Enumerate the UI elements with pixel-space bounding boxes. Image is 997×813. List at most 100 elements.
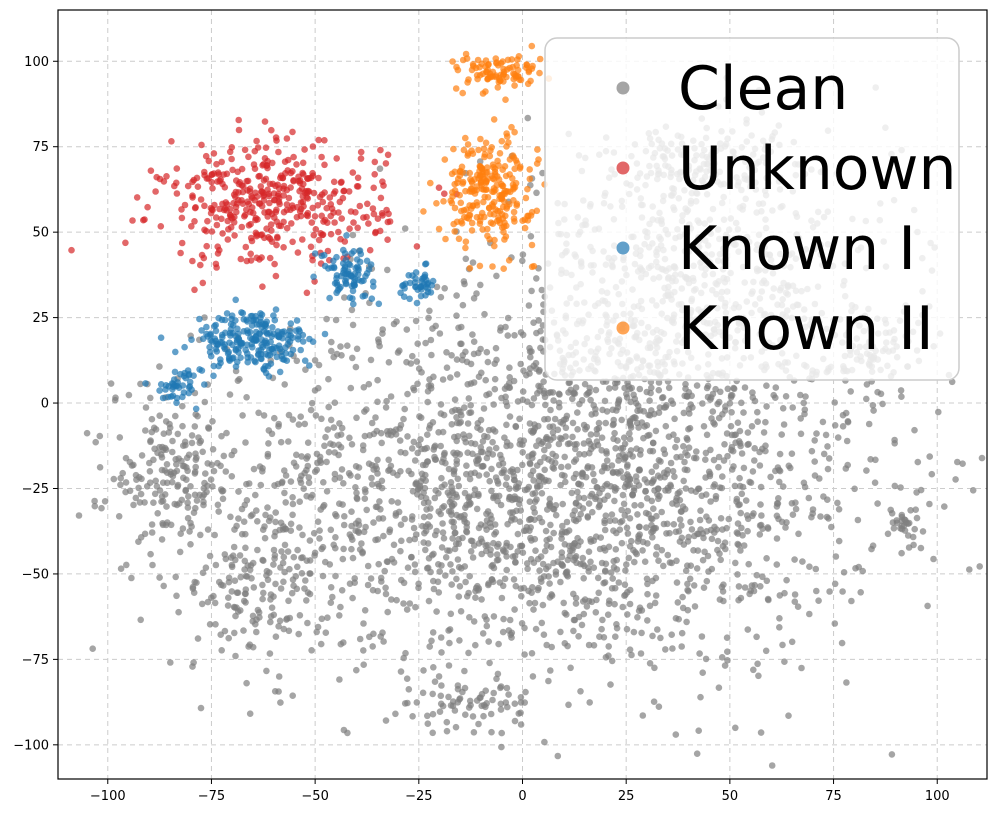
scatter-point: [511, 128, 518, 136]
scatter-point: [267, 613, 275, 620]
scatter-point: [652, 427, 660, 435]
scatter-point: [183, 454, 191, 462]
scatter-point: [290, 153, 297, 161]
scatter-point: [259, 595, 266, 603]
scatter-point: [283, 206, 291, 214]
scatter-point: [744, 515, 752, 523]
scatter-point: [728, 466, 736, 473]
scatter-point: [207, 352, 215, 360]
scatter-point: [230, 543, 238, 551]
scatter-point: [577, 510, 584, 518]
scatter-point: [227, 332, 234, 339]
scatter-point: [530, 477, 537, 484]
x-tick-label: −100: [90, 789, 126, 804]
scatter-point: [311, 250, 319, 257]
scatter-point: [543, 641, 550, 649]
scatter-point: [377, 146, 384, 154]
scatter-point: [207, 476, 215, 483]
scatter-point: [649, 534, 656, 541]
scatter-point: [636, 467, 643, 474]
scatter-point: [319, 572, 327, 580]
scatter-point: [424, 398, 432, 406]
scatter-point: [234, 325, 241, 333]
scatter-point: [272, 509, 280, 516]
scatter-point: [490, 613, 498, 620]
scatter-point: [283, 135, 291, 142]
scatter-point: [556, 434, 564, 442]
scatter-point: [169, 437, 176, 445]
scatter-point: [506, 364, 513, 372]
scatter-point: [325, 403, 333, 411]
scatter-point: [190, 509, 198, 516]
scatter-point: [192, 411, 199, 418]
scatter-point: [748, 423, 756, 430]
scatter-point: [185, 493, 192, 500]
scatter-point: [115, 513, 123, 520]
scatter-point: [483, 622, 491, 630]
scatter-point: [203, 175, 211, 182]
scatter-point: [257, 481, 265, 489]
scatter-point: [654, 626, 661, 633]
scatter-point: [309, 338, 317, 346]
scatter-point: [524, 114, 532, 122]
scatter-point: [447, 610, 455, 618]
scatter-point: [453, 312, 460, 320]
scatter-point: [587, 536, 594, 543]
scatter-point: [331, 280, 339, 287]
scatter-point: [435, 589, 443, 596]
scatter-point: [448, 199, 456, 207]
scatter-point: [350, 300, 357, 308]
scatter-point: [490, 188, 498, 195]
scatter-point: [917, 544, 925, 552]
scatter-point: [338, 215, 346, 222]
scatter-point: [171, 500, 178, 508]
scatter-point: [235, 515, 242, 522]
scatter-point: [377, 429, 385, 437]
scatter-point: [887, 506, 894, 514]
scatter-point: [648, 407, 655, 414]
scatter-point: [208, 171, 216, 178]
scatter-point: [545, 677, 552, 685]
scatter-point: [575, 480, 582, 488]
scatter-point: [673, 436, 681, 444]
scatter-point: [332, 572, 339, 580]
scatter-point: [413, 480, 420, 488]
scatter-point: [526, 344, 533, 352]
scatter-point: [475, 720, 482, 728]
scatter-point: [778, 518, 786, 526]
scatter-point: [627, 398, 634, 406]
scatter-point: [196, 315, 203, 323]
legend-marker: [616, 81, 630, 95]
scatter-point: [420, 667, 427, 674]
scatter-point: [600, 579, 607, 587]
scatter-point: [205, 424, 212, 431]
scatter-point: [353, 666, 360, 674]
scatter-point: [411, 457, 419, 464]
scatter-point: [877, 390, 885, 398]
scatter-point: [353, 256, 361, 263]
scatter-point: [259, 162, 266, 169]
scatter-point: [445, 465, 453, 473]
scatter-point: [156, 363, 163, 370]
scatter-point: [459, 89, 467, 97]
scatter-point: [644, 479, 651, 486]
scatter-point: [612, 379, 619, 387]
scatter-point: [242, 439, 249, 446]
scatter-point: [647, 389, 654, 397]
scatter-point: [693, 448, 700, 455]
scatter-point: [702, 491, 710, 498]
scatter-point: [772, 384, 780, 391]
scatter-point: [193, 497, 201, 504]
scatter-point: [412, 317, 420, 325]
scatter-point: [91, 502, 99, 510]
scatter-point: [334, 432, 341, 439]
scatter-point: [148, 529, 156, 536]
scatter-point: [260, 177, 268, 184]
scatter-point: [541, 738, 548, 746]
scatter-point: [173, 467, 181, 475]
scatter-point: [253, 321, 261, 328]
scatter-point: [966, 566, 973, 573]
scatter-point: [621, 440, 629, 448]
scatter-point: [519, 396, 527, 404]
scatter-point: [712, 492, 720, 500]
